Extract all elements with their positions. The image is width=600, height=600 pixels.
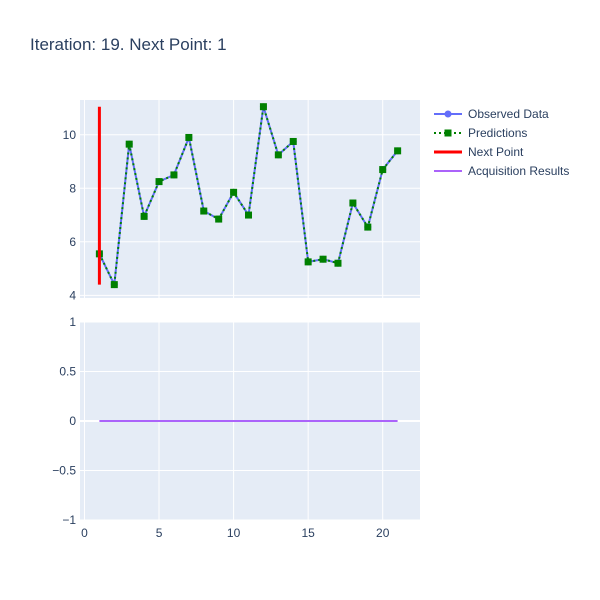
prediction-point bbox=[215, 215, 223, 223]
prediction-point bbox=[364, 223, 372, 231]
legend-marker bbox=[444, 129, 452, 137]
prediction-point bbox=[170, 171, 178, 179]
legend-item-acquisition-results[interactable]: Acquisition Results bbox=[434, 164, 569, 178]
x-tick-label: 0 bbox=[81, 526, 88, 540]
x-tick-label: 5 bbox=[156, 526, 163, 540]
legend-item-next-point[interactable]: Next Point bbox=[434, 145, 524, 159]
legend-item-observed-data[interactable]: Observed Data bbox=[434, 107, 549, 121]
x-tick-label: 20 bbox=[376, 526, 390, 540]
y-tick-label: −0.5 bbox=[52, 464, 76, 478]
legend-label: Predictions bbox=[468, 126, 527, 140]
prediction-point bbox=[140, 212, 148, 220]
y-tick-label: 6 bbox=[69, 235, 76, 249]
series-predictions bbox=[95, 103, 402, 289]
y-tick-label: 0.5 bbox=[59, 365, 76, 379]
legend-marker bbox=[444, 110, 452, 118]
y-tick-label: 0 bbox=[69, 414, 76, 428]
prediction-point bbox=[245, 211, 253, 219]
y-tick-label: 1 bbox=[69, 315, 76, 329]
legend-label: Acquisition Results bbox=[468, 164, 569, 178]
x-tick-label: 10 bbox=[227, 526, 241, 540]
prediction-point bbox=[289, 137, 297, 145]
prediction-point bbox=[259, 103, 267, 111]
prediction-point bbox=[185, 133, 193, 141]
legend-item-predictions[interactable]: Predictions bbox=[434, 126, 527, 140]
y-tick-label: 8 bbox=[69, 181, 76, 195]
legend-label: Next Point bbox=[468, 145, 524, 159]
prediction-point bbox=[200, 207, 208, 215]
y-tick-label: 4 bbox=[69, 288, 76, 302]
x-tick-label: 15 bbox=[301, 526, 315, 540]
y-tick-label: −1 bbox=[62, 513, 76, 527]
legend-label: Observed Data bbox=[468, 107, 549, 121]
legend[interactable]: Observed Data Predictions Next Point Acquis… bbox=[434, 107, 569, 178]
prediction-point bbox=[334, 259, 342, 267]
prediction-point bbox=[125, 140, 133, 148]
prediction-point bbox=[394, 147, 402, 155]
predictions-line bbox=[98, 106, 399, 289]
prediction-point bbox=[349, 199, 357, 207]
prediction-point bbox=[110, 281, 118, 289]
prediction-point bbox=[274, 151, 282, 159]
chart-title: Iteration: 19. Next Point: 1 bbox=[30, 35, 227, 54]
bottom-panel: −1−0.500.510 5 10 15 20 bbox=[52, 315, 420, 540]
prediction-point bbox=[230, 188, 238, 196]
top-panel: 4 6 8 10 bbox=[63, 100, 420, 302]
prediction-point bbox=[304, 258, 312, 266]
prediction-point bbox=[319, 255, 327, 263]
prediction-point bbox=[155, 178, 163, 186]
y-tick-label: 10 bbox=[63, 128, 77, 142]
prediction-point bbox=[379, 166, 387, 174]
